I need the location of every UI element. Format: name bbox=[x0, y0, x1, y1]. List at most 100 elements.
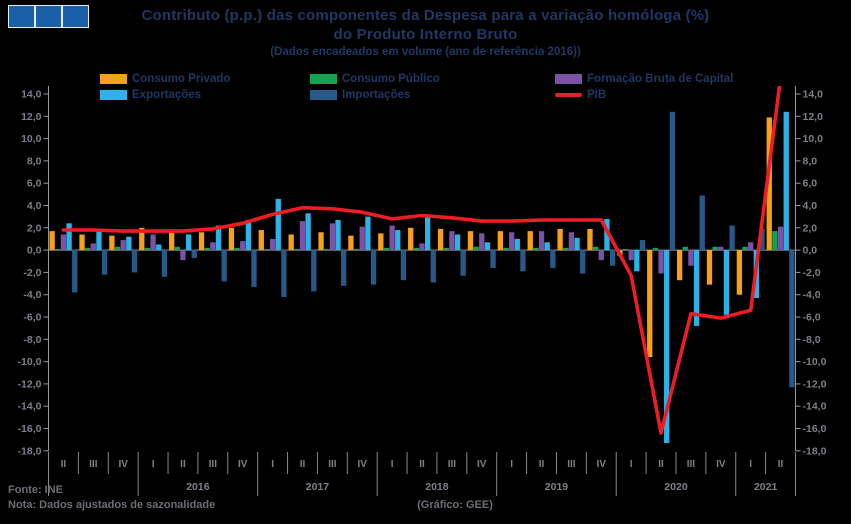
chart-legend: Consumo Privado Consumo Público Formação B… bbox=[0, 71, 851, 103]
bar-importacoes bbox=[311, 250, 317, 292]
bar-consumo-privado bbox=[109, 235, 115, 251]
bar-importacoes bbox=[430, 250, 436, 283]
quarter-label: IV bbox=[358, 459, 368, 470]
y-axis-label-left: -16,0 bbox=[18, 423, 42, 435]
y-axis-label-left: 8,0 bbox=[27, 155, 42, 167]
bar-exportacoes bbox=[215, 225, 222, 251]
bar-consumo-privado bbox=[169, 232, 175, 251]
quarter-label: III bbox=[328, 459, 337, 470]
bar-formacao-bruta-de-capital bbox=[90, 243, 96, 251]
y-axis-label-left: 2,0 bbox=[27, 222, 42, 234]
bar-formacao-bruta-de-capital bbox=[568, 232, 575, 251]
bar-consumo-privado bbox=[258, 230, 264, 251]
y-axis-label-right: -14,0 bbox=[803, 401, 827, 413]
year-label: 2018 bbox=[425, 481, 449, 493]
y-axis-label-left: 4,0 bbox=[27, 200, 42, 212]
bar-exportacoes bbox=[96, 230, 102, 251]
y-axis-label-right: -4,0 bbox=[803, 289, 821, 301]
y-axis-label-right: 14,0 bbox=[803, 89, 824, 101]
y-axis-label-left: -6,0 bbox=[23, 312, 41, 324]
quarter-label: II bbox=[778, 459, 784, 470]
bar-exportacoes bbox=[185, 234, 192, 251]
y-axis-label-right: 10,0 bbox=[803, 133, 824, 145]
year-label: 2016 bbox=[186, 481, 210, 493]
bar-consumo-publico bbox=[144, 247, 151, 251]
bar-consumo-privado bbox=[288, 234, 294, 251]
bar-exportacoes bbox=[574, 237, 580, 251]
y-axis-label-right: -8,0 bbox=[803, 334, 821, 346]
bar-consumo-privado bbox=[437, 228, 444, 251]
bar-formacao-bruta-de-capital bbox=[449, 231, 455, 251]
bar-consumo-privado bbox=[647, 250, 653, 358]
quarter-label: IV bbox=[118, 459, 128, 470]
bar-consumo-publico bbox=[772, 231, 778, 251]
gee-logo bbox=[8, 5, 89, 28]
y-axis-label-right: 4,0 bbox=[803, 200, 818, 212]
exportacoes-swatch bbox=[100, 90, 127, 100]
quarter-label: I bbox=[510, 459, 513, 470]
bar-formacao-bruta-de-capital bbox=[269, 238, 276, 251]
bar-consumo-publico bbox=[592, 246, 599, 251]
bar-consumo-privado bbox=[408, 227, 414, 251]
bar-formacao-bruta-de-capital bbox=[210, 242, 216, 251]
bar-importacoes bbox=[191, 250, 197, 258]
bar-formacao-bruta-de-capital bbox=[150, 234, 156, 251]
y-axis-label-right: -16,0 bbox=[803, 423, 827, 435]
legend-row-2: Exportações Importações PIB bbox=[0, 87, 851, 103]
bar-importacoes bbox=[669, 111, 675, 251]
bar-consumo-privado bbox=[378, 233, 384, 251]
bar-consumo-publico bbox=[533, 247, 539, 251]
bar-importacoes bbox=[400, 250, 407, 281]
chart-title-line1: Contributo (p.p.) das componentes da Des… bbox=[141, 7, 710, 24]
y-axis-label-left: 6,0 bbox=[27, 178, 42, 190]
y-axis-label-left: -4,0 bbox=[23, 289, 41, 301]
bar-consumo-privado bbox=[49, 231, 55, 251]
bar-consumo-privado bbox=[676, 250, 683, 281]
footer-source: Fonte: INE bbox=[8, 484, 63, 496]
y-axis-label-left: 10,0 bbox=[21, 133, 42, 145]
legend-item-exportacoes: Exportações bbox=[100, 89, 310, 101]
quarter-label: III bbox=[687, 459, 696, 470]
footer-note: Nota: Dados ajustados de sazonalidade bbox=[8, 499, 216, 511]
bar-exportacoes bbox=[126, 236, 132, 251]
bar-consumo-publico bbox=[443, 247, 449, 251]
legend-item-consumo-privado: Consumo Privado bbox=[100, 73, 310, 85]
bar-consumo-publico bbox=[85, 247, 91, 251]
bar-exportacoes bbox=[365, 216, 371, 251]
bar-exportacoes bbox=[275, 198, 281, 251]
year-label: 2021 bbox=[754, 481, 778, 493]
bar-importacoes bbox=[221, 250, 227, 282]
legend-label: Consumo Público bbox=[342, 73, 440, 85]
quarter-label: I bbox=[152, 459, 155, 470]
bar-formacao-bruta-de-capital bbox=[688, 250, 694, 266]
bar-exportacoes bbox=[783, 111, 789, 251]
bar-consumo-privado bbox=[557, 228, 563, 251]
legend-item-formacao-bruta-de-capital: Formação Bruta de Capital bbox=[555, 73, 851, 85]
y-axis-label-right: -12,0 bbox=[803, 378, 827, 390]
bar-exportacoes bbox=[395, 230, 401, 251]
y-axis-label-right: -6,0 bbox=[803, 312, 821, 324]
y-axis-label-right: 12,0 bbox=[803, 111, 824, 123]
bar-consumo-privado bbox=[318, 232, 324, 251]
quarter-label: II bbox=[61, 459, 67, 470]
bar-formacao-bruta-de-capital bbox=[240, 241, 246, 251]
bar-importacoes bbox=[341, 250, 347, 286]
bar-formacao-bruta-de-capital bbox=[60, 234, 67, 251]
bar-consumo-publico bbox=[563, 247, 569, 251]
year-label: 2019 bbox=[545, 481, 569, 493]
year-label: 2017 bbox=[306, 481, 330, 493]
legend-label: Importações bbox=[342, 89, 411, 101]
bar-exportacoes bbox=[305, 213, 311, 251]
bar-importacoes bbox=[281, 250, 287, 297]
consumo-publico-swatch bbox=[310, 74, 337, 84]
quarter-label: III bbox=[567, 459, 576, 470]
bar-exportacoes bbox=[66, 223, 72, 251]
bar-consumo-publico bbox=[114, 246, 121, 251]
bar-consumo-publico bbox=[682, 246, 688, 251]
consumo-privado-swatch bbox=[100, 74, 127, 84]
logo-square-3 bbox=[63, 6, 88, 27]
bar-importacoes bbox=[370, 250, 377, 285]
y-axis-label-right: -2,0 bbox=[803, 267, 821, 279]
bar-formacao-bruta-de-capital bbox=[658, 250, 664, 274]
logo-square-2 bbox=[36, 6, 61, 27]
